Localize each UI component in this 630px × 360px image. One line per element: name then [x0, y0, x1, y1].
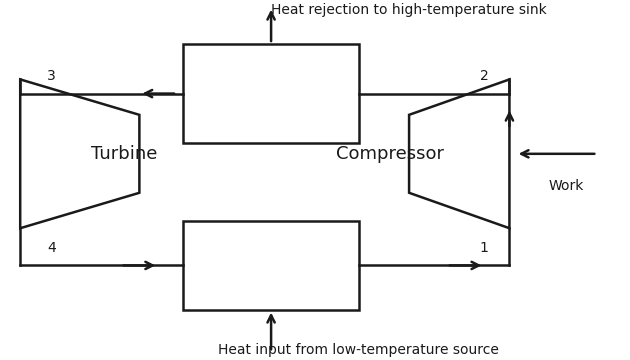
Text: 4: 4: [47, 241, 56, 255]
Text: Compressor: Compressor: [336, 145, 444, 163]
Text: 1: 1: [480, 241, 489, 255]
Text: 2: 2: [480, 69, 489, 83]
Text: 3: 3: [47, 69, 56, 83]
Text: Work: Work: [548, 179, 583, 193]
Text: Turbine: Turbine: [91, 145, 157, 163]
Text: Heat input from low-temperature source: Heat input from low-temperature source: [219, 343, 500, 357]
Text: Heat rejection to high-temperature sink: Heat rejection to high-temperature sink: [271, 3, 547, 17]
